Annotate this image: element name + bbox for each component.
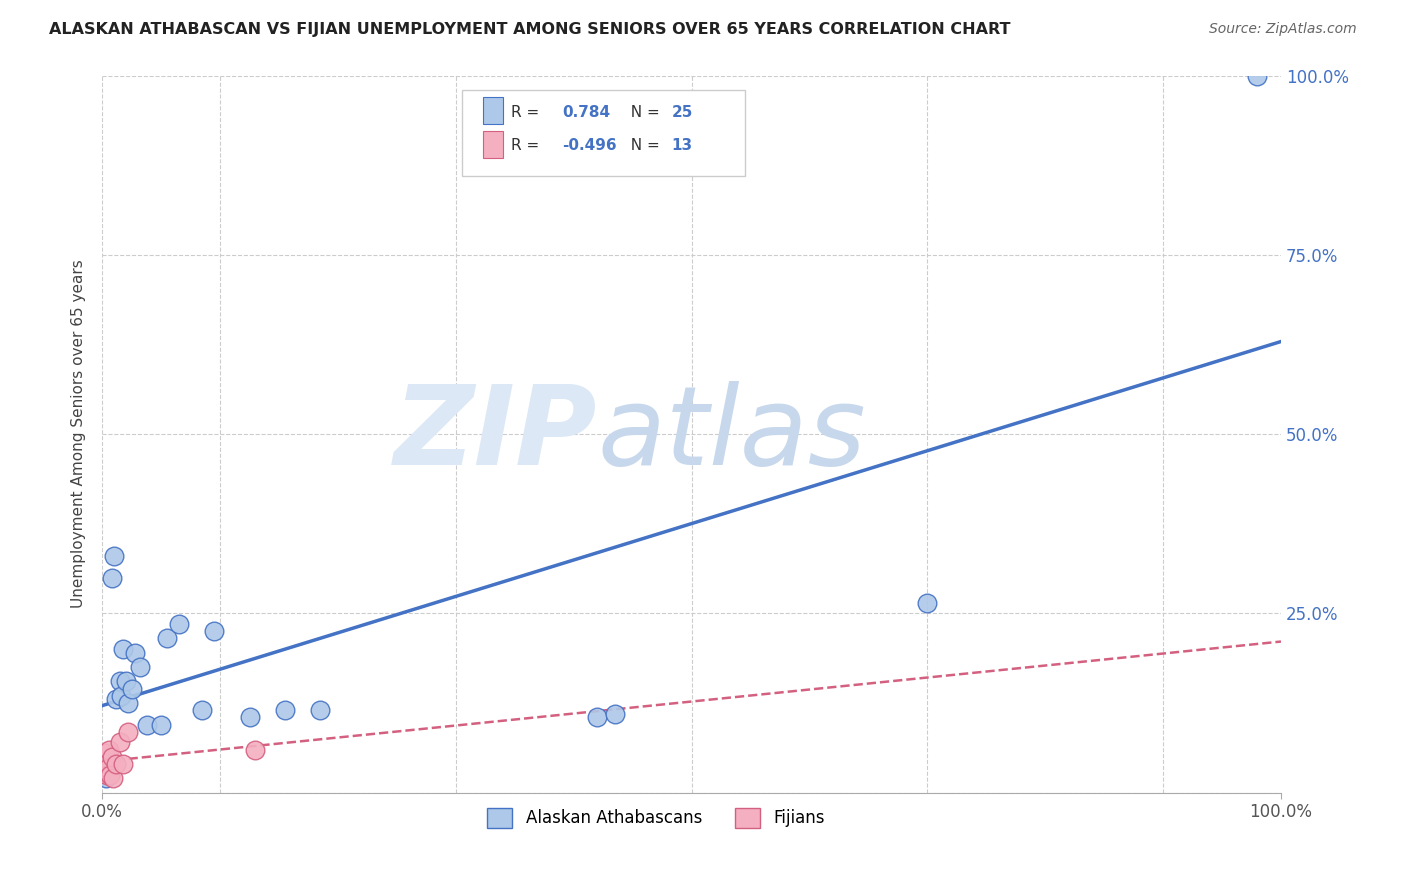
Text: atlas: atlas (598, 381, 866, 488)
Legend: Alaskan Athabascans, Fijians: Alaskan Athabascans, Fijians (481, 801, 832, 835)
Point (105, 692, 128, 706)
FancyBboxPatch shape (482, 97, 503, 124)
Point (309, 703, 332, 717)
Text: 13: 13 (672, 138, 693, 153)
Point (124, 646, 146, 660)
Point (94, 756, 117, 771)
Point (150, 717, 173, 731)
Point (98, 742, 121, 756)
Point (603, 706, 626, 721)
Point (274, 703, 297, 717)
Point (112, 642, 135, 657)
Point (114, 674, 136, 689)
Point (191, 703, 214, 717)
Point (586, 710, 609, 724)
Point (238, 710, 260, 724)
Point (103, 549, 125, 563)
Text: ALASKAN ATHABASCAN VS FIJIAN UNEMPLOYMENT AMONG SENIORS OVER 65 YEARS CORRELATIO: ALASKAN ATHABASCAN VS FIJIAN UNEMPLOYMEN… (49, 22, 1011, 37)
Text: ZIP: ZIP (394, 381, 598, 488)
Point (93, 746, 115, 760)
Text: R =: R = (512, 105, 550, 120)
Text: 25: 25 (672, 105, 693, 120)
Point (108, 735, 131, 749)
FancyBboxPatch shape (482, 131, 503, 158)
Text: R =: R = (512, 138, 544, 153)
Point (110, 689, 132, 703)
Y-axis label: Unemployment Among Seniors over 65 years: Unemployment Among Seniors over 65 years (72, 260, 86, 608)
Point (105, 756, 128, 771)
Point (245, 742, 267, 756)
Point (112, 756, 135, 771)
Point (117, 724, 139, 739)
Point (100, 768, 122, 782)
Point (100, 749, 122, 764)
Point (156, 632, 179, 646)
Point (129, 660, 152, 674)
Point (202, 624, 225, 639)
Point (121, 681, 143, 696)
FancyBboxPatch shape (461, 90, 745, 176)
Point (117, 696, 139, 710)
Point (136, 717, 159, 731)
Text: Source: ZipAtlas.com: Source: ZipAtlas.com (1209, 22, 1357, 37)
Point (100, 570, 122, 584)
Point (1246, 69, 1268, 83)
Point (108, 674, 131, 689)
Point (101, 772, 124, 786)
Text: N =: N = (621, 105, 665, 120)
Point (167, 617, 190, 632)
Text: 0.784: 0.784 (562, 105, 610, 120)
Point (917, 596, 939, 610)
Point (94, 772, 117, 786)
Point (97, 760, 120, 774)
Point (96, 768, 118, 782)
Text: -0.496: -0.496 (562, 138, 617, 153)
Text: N =: N = (621, 138, 665, 153)
